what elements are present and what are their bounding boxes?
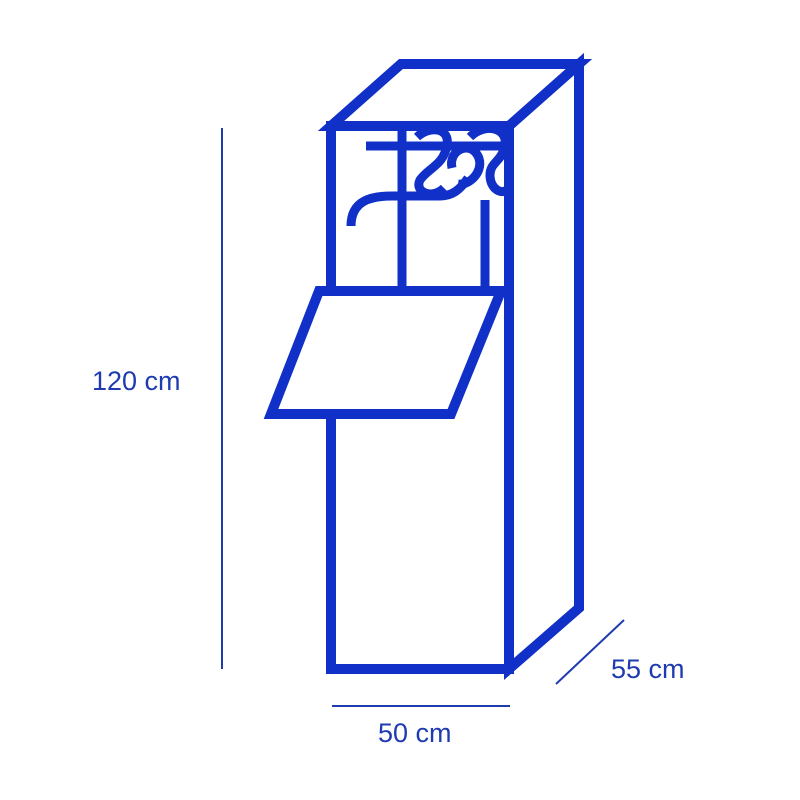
height-label: 120 cm: [92, 366, 181, 396]
cabinet-side-face: [504, 52, 584, 680]
faucet-loop-left: [413, 125, 452, 199]
tap-assembly: [346, 123, 513, 290]
faucet-loop-right: [466, 123, 513, 196]
depth-label: 55 cm: [611, 654, 685, 684]
dimension-lines: [221, 128, 625, 707]
drip-tray-flap: [263, 286, 509, 419]
depth-dimension-line: [555, 619, 625, 685]
width-label: 50 cm: [378, 718, 452, 748]
tap-spout: [346, 175, 472, 227]
